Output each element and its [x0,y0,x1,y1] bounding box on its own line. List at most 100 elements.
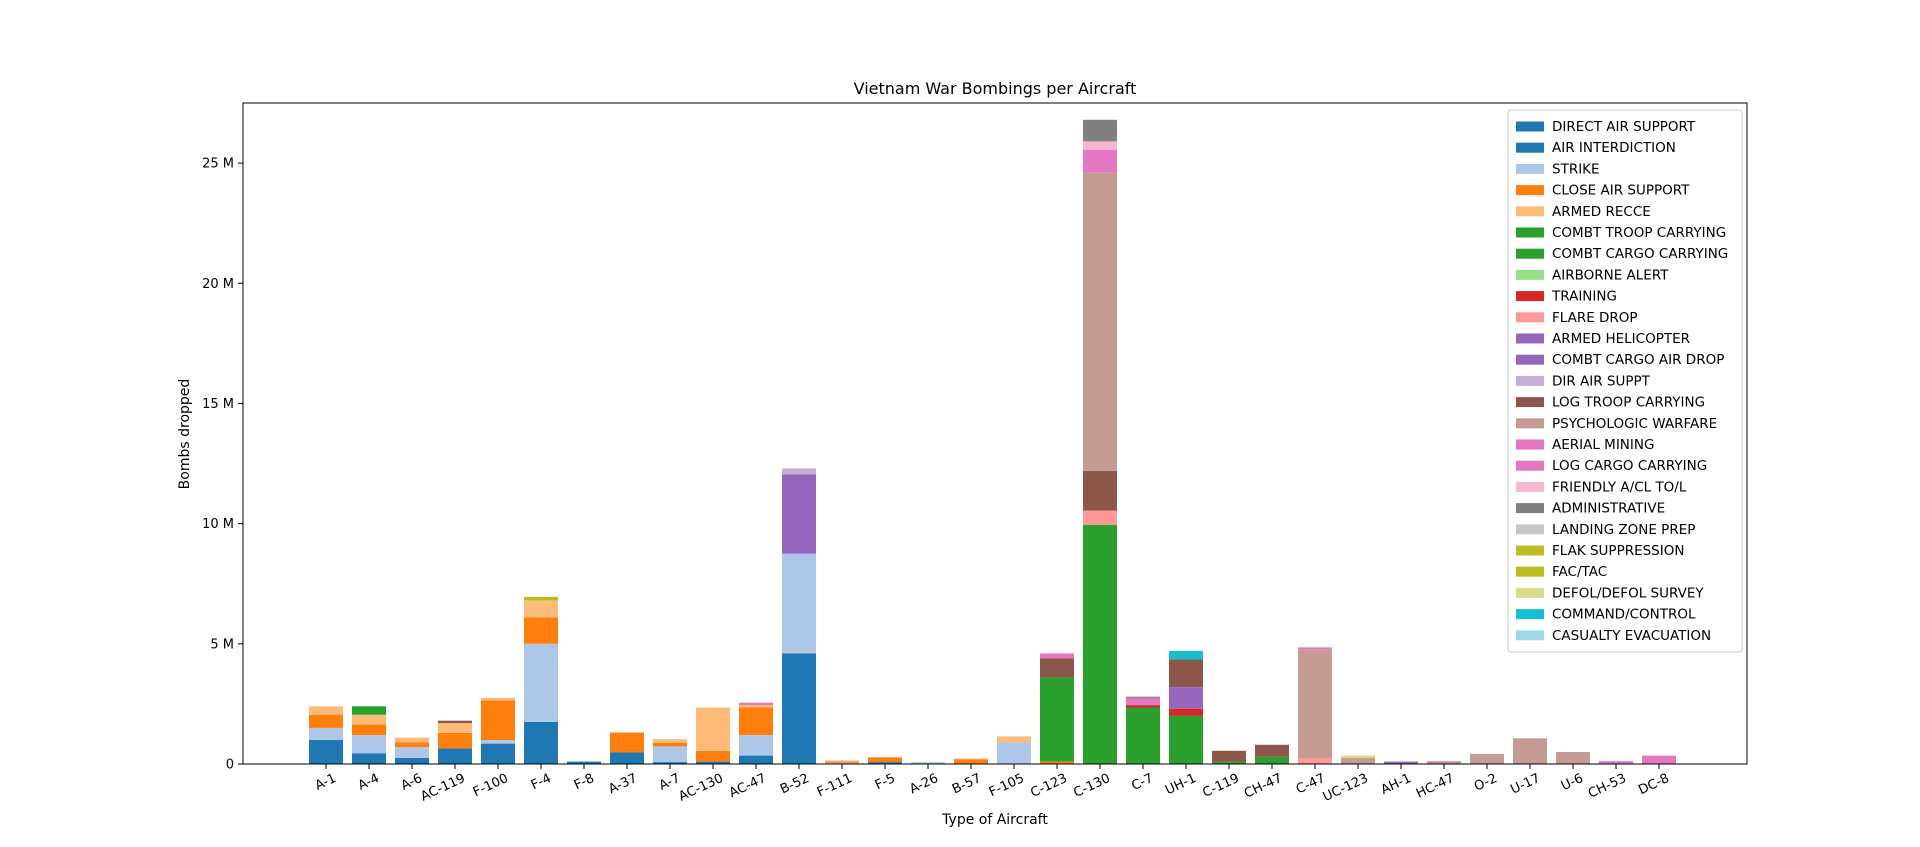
legend-label: COMBT TROOP CARRYING [1552,225,1726,241]
legend-label: FAC/TAC [1552,564,1607,580]
bar-segment [395,742,429,748]
y-tick-label: 20 M [202,277,234,292]
legend-label: DIRECT AIR SUPPORT [1552,119,1696,135]
bar-segment [1169,715,1203,764]
bar-segment [739,707,773,736]
bar-segment [395,758,429,764]
legend-swatch [1516,291,1544,302]
bar-segment [1298,649,1332,758]
legend-label: COMBT CARGO CARRYING [1552,246,1728,262]
bar-segment [438,732,472,749]
legend-swatch [1516,185,1544,196]
bar-segment [524,596,558,601]
legend-label: FLAK SUPPRESSION [1552,543,1684,559]
legend-label: PSYCHOLOGIC WARFARE [1552,416,1717,432]
bar-segment [739,735,773,756]
bar-segment [352,724,386,736]
legend-swatch [1516,418,1544,429]
legend-swatch [1516,609,1544,620]
bar-segment [1126,707,1160,764]
legend-swatch [1516,142,1544,153]
bar-segment [395,747,429,758]
legend-label: LOG CARGO CARRYING [1552,458,1707,474]
bar-segment [782,474,816,554]
bar-segment [1083,119,1117,142]
legend-swatch [1516,248,1544,259]
bar-segment [1255,744,1289,757]
bar-segment [1126,697,1160,706]
bar-segment [825,761,859,763]
bar-segment [610,752,644,764]
legend-label: FLARE DROP [1552,310,1638,326]
bar-segment [1083,524,1117,764]
bar-segment [739,702,773,706]
legend-box [1507,109,1743,653]
x-axis-label: Type of Aircraft [941,812,1048,828]
bar-segment [997,736,1031,743]
bar-segment [1341,758,1375,764]
bar-segment [739,755,773,764]
bar-segment [1126,696,1160,698]
legend-label: AIR INTERDICTION [1552,140,1676,156]
bar-segment [954,759,988,764]
legend-swatch [1516,269,1544,280]
bar-segment [567,761,601,764]
legend-label: CLOSE AIR SUPPORT [1552,183,1690,199]
bar-segment [352,753,386,764]
bar-segment [1556,752,1590,764]
bar-segment [481,740,515,744]
bar-segment [1126,705,1160,708]
legend-label: LANDING ZONE PREP [1552,522,1695,538]
legend-swatch [1516,587,1544,598]
bar-segment [1298,647,1332,650]
bar-segment [309,727,343,740]
legend-label: TRAINING [1551,289,1617,305]
bar-segment [1341,755,1375,758]
legend-swatch [1516,481,1544,492]
bar-segment [868,762,902,764]
y-tick-label: 15 M [202,397,234,412]
bar-segment [1040,653,1074,659]
legend-label: CASUALTY EVACUATION [1552,628,1711,644]
bar-segment [524,643,558,722]
bar-segment [1212,761,1246,764]
legend-swatch [1516,397,1544,408]
bar-segment [1599,761,1633,764]
bar-segment [524,600,558,618]
legend-swatch [1516,227,1544,238]
bar-segment [1298,758,1332,764]
legend-label: ARMED RECCE [1552,204,1651,220]
bar-segment [782,468,816,475]
legend-swatch [1516,524,1544,535]
legend-swatch [1516,630,1544,641]
legend-label: ADMINISTRATIVE [1552,501,1665,517]
y-tick-label: 5 M [210,637,234,652]
legend-swatch [1516,206,1544,217]
bar-segment [782,553,816,654]
bar-segment [1169,659,1203,687]
legend-label: ARMED HELICOPTER [1552,331,1690,347]
bar-segment [481,700,515,740]
legend: DIRECT AIR SUPPORT AIR INTERDICTION STRIKE… [1507,109,1743,653]
bar-segment [825,760,859,762]
bar-segment [1255,756,1289,764]
bar-segment [997,742,1031,764]
bar-segment [1040,658,1074,678]
bar-segment [696,707,730,751]
bar-segment [868,757,902,763]
bar-segment [653,742,687,747]
legend-swatch [1516,333,1544,344]
legend-label: AIRBORNE ALERT [1552,267,1669,283]
bar-segment [1642,755,1676,764]
chart-title: Vietnam War Bombings per Aircraft [854,79,1137,98]
bar-segment [524,617,558,644]
bar-segment [1083,149,1117,173]
legend-swatch [1516,439,1544,450]
bar-segment [1169,651,1203,660]
y-axis: 0 5 M 10 M 15 M 20 M 25 M [202,157,243,773]
legend-swatch [1516,121,1544,132]
legend-label: DEFOL/DEFOL SURVEY [1552,585,1704,601]
y-axis-label: Bombs dropped [177,379,193,490]
bar-segment [481,697,515,701]
bar-segment [1083,141,1117,150]
